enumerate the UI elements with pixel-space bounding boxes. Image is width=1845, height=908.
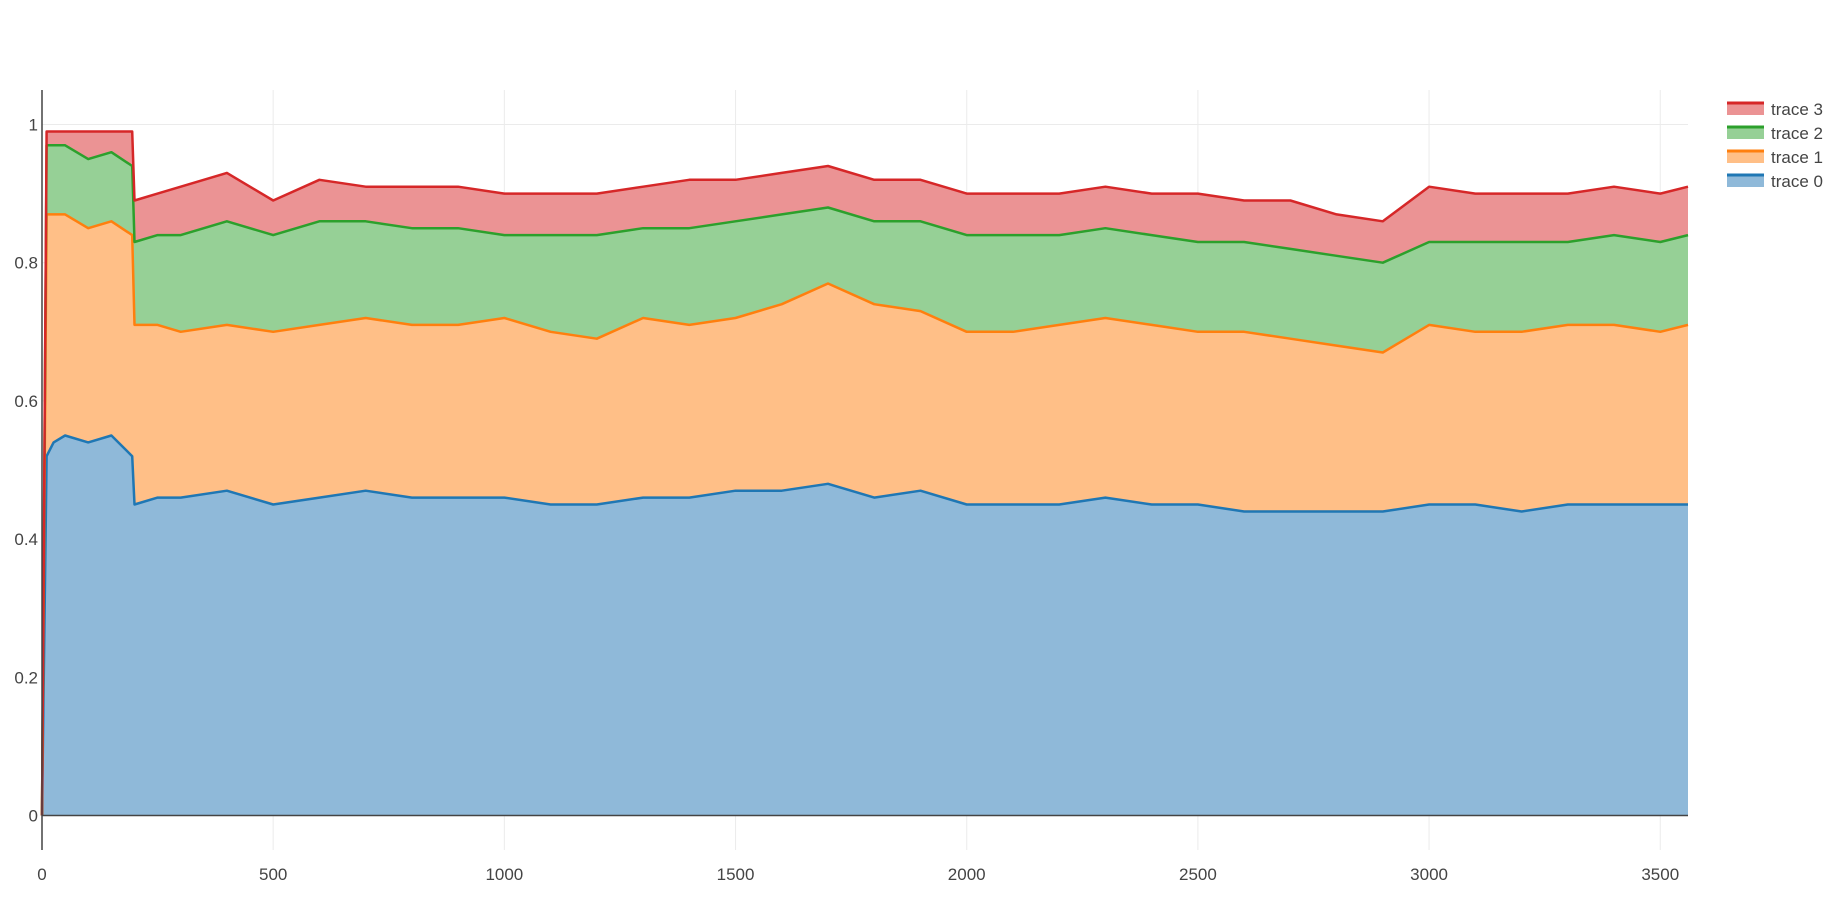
x-axis-tick-labels: 0 500 1000 1500 2000 2500 3000 3500: [37, 865, 1679, 884]
legend-item-trace-2[interactable]: trace 2: [1727, 124, 1823, 143]
legend-item-trace-0[interactable]: trace 0: [1727, 172, 1823, 191]
legend-label: trace 0: [1771, 172, 1823, 191]
x-tick-label: 3000: [1410, 865, 1448, 884]
area-trace-3: [42, 131, 1688, 816]
legend[interactable]: trace 3 trace 2 trace 1 trace 0: [1727, 100, 1823, 191]
legend-label: trace 3: [1771, 100, 1823, 119]
x-tick-label: 1500: [717, 865, 755, 884]
line-trace-3: [40, 130, 1689, 816]
x-tick-label: 500: [259, 865, 287, 884]
legend-swatch: [1727, 103, 1764, 115]
y-tick-label: 0.2: [14, 668, 38, 687]
area-trace-0: [42, 435, 1688, 816]
y-tick-label: 0.4: [14, 530, 38, 549]
series-lines: [40, 130, 1689, 816]
x-tick-label: 3500: [1641, 865, 1679, 884]
legend-label: trace 2: [1771, 124, 1823, 143]
y-tick-label: 0.6: [14, 392, 38, 411]
x-tick-label: 0: [37, 865, 46, 884]
legend-swatch: [1727, 127, 1764, 139]
line-trace-1: [40, 213, 1689, 816]
y-axis-tick-labels: 0 0.2 0.4 0.6 0.8 1: [14, 116, 38, 826]
area-trace-2: [42, 145, 1688, 816]
axes: [41, 90, 1688, 850]
legend-swatch: [1727, 151, 1764, 163]
legend-item-trace-3[interactable]: trace 3: [1727, 100, 1823, 119]
series-areas: [42, 131, 1688, 816]
x-tick-label: 1000: [485, 865, 523, 884]
x-tick-label: 2000: [948, 865, 986, 884]
area-trace-1: [42, 214, 1688, 816]
line-trace-2: [40, 144, 1689, 816]
legend-swatch: [1727, 175, 1764, 187]
legend-label: trace 1: [1771, 148, 1823, 167]
legend-item-trace-1[interactable]: trace 1: [1727, 148, 1823, 167]
line-trace-0: [40, 434, 1688, 816]
y-tick-label: 0: [29, 806, 38, 825]
x-tick-label: 2500: [1179, 865, 1217, 884]
y-tick-label: 1: [29, 116, 38, 135]
y-tick-label: 0.8: [14, 254, 38, 273]
